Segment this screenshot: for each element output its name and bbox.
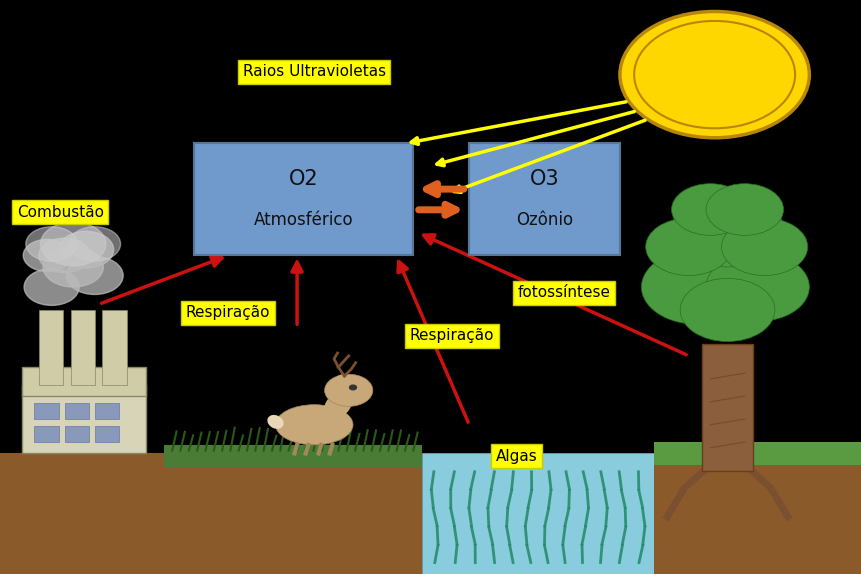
- Text: Atmosférico: Atmosférico: [254, 211, 353, 228]
- Text: Ozônio: Ozônio: [516, 211, 573, 228]
- Bar: [0, 453, 422, 574]
- Ellipse shape: [352, 389, 368, 397]
- Bar: [71, 310, 95, 385]
- Bar: [22, 385, 146, 453]
- Text: Respiração: Respiração: [186, 305, 270, 320]
- Bar: [34, 426, 59, 442]
- Circle shape: [641, 250, 753, 324]
- Text: Respiração: Respiração: [410, 328, 494, 343]
- Circle shape: [325, 374, 373, 406]
- Bar: [469, 144, 620, 255]
- Circle shape: [66, 257, 123, 294]
- Circle shape: [350, 385, 356, 390]
- Circle shape: [657, 228, 798, 323]
- Bar: [422, 453, 654, 574]
- Circle shape: [672, 184, 749, 235]
- Bar: [654, 453, 861, 574]
- Bar: [65, 403, 89, 419]
- Circle shape: [620, 11, 809, 138]
- Bar: [22, 367, 146, 396]
- Circle shape: [39, 238, 90, 273]
- Circle shape: [646, 218, 732, 276]
- Circle shape: [672, 192, 784, 267]
- Circle shape: [23, 239, 71, 272]
- Bar: [702, 344, 753, 471]
- Bar: [34, 403, 59, 419]
- Circle shape: [680, 278, 775, 342]
- Circle shape: [706, 253, 809, 321]
- Text: fotossíntese: fotossíntese: [517, 285, 610, 300]
- Circle shape: [26, 227, 77, 261]
- Bar: [39, 310, 63, 385]
- Ellipse shape: [324, 390, 353, 420]
- Circle shape: [722, 218, 808, 276]
- Text: O3: O3: [530, 169, 560, 189]
- Circle shape: [706, 184, 784, 235]
- Circle shape: [24, 269, 79, 305]
- Bar: [65, 426, 89, 442]
- Bar: [95, 403, 119, 419]
- Circle shape: [69, 227, 121, 261]
- Text: Combustão: Combustão: [16, 205, 104, 220]
- Text: Raios Ultravioletas: Raios Ultravioletas: [243, 64, 386, 79]
- Bar: [164, 445, 422, 468]
- Bar: [194, 144, 413, 255]
- Circle shape: [59, 231, 114, 268]
- Bar: [102, 310, 127, 385]
- Ellipse shape: [334, 374, 348, 386]
- Circle shape: [40, 222, 106, 266]
- Ellipse shape: [268, 415, 283, 429]
- Circle shape: [43, 247, 103, 287]
- Bar: [654, 442, 861, 465]
- Ellipse shape: [276, 405, 353, 445]
- Bar: [95, 426, 119, 442]
- Text: Algas: Algas: [496, 449, 537, 464]
- Text: O2: O2: [288, 169, 319, 189]
